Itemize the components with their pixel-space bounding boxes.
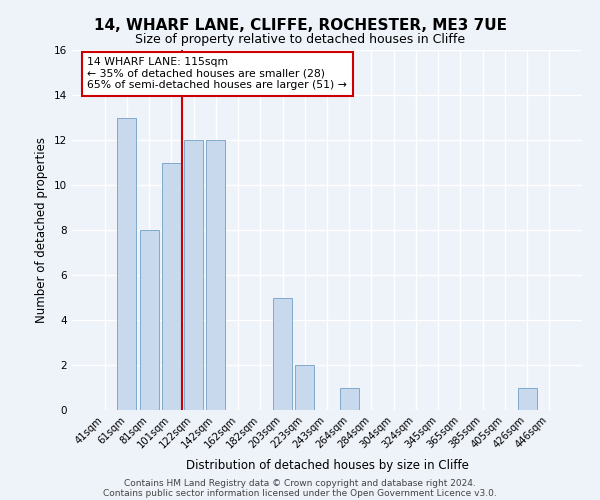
Bar (295, 365, 314, 410)
Bar (273, 298, 292, 410)
Bar (518, 388, 536, 410)
Bar (206, 140, 225, 410)
Bar (184, 140, 203, 410)
X-axis label: Distribution of detached houses by size in Cliffe: Distribution of detached houses by size … (185, 459, 469, 472)
Bar (140, 230, 158, 410)
Text: Contains public sector information licensed under the Open Government Licence v3: Contains public sector information licen… (103, 488, 497, 498)
Text: Size of property relative to detached houses in Cliffe: Size of property relative to detached ho… (135, 32, 465, 46)
Bar (340, 388, 359, 410)
Text: 14, WHARF LANE, CLIFFE, ROCHESTER, ME3 7UE: 14, WHARF LANE, CLIFFE, ROCHESTER, ME3 7… (94, 18, 506, 32)
Y-axis label: Number of detached properties: Number of detached properties (35, 137, 49, 323)
Bar (162, 162, 181, 410)
Text: 14 WHARF LANE: 115sqm
← 35% of detached houses are smaller (28)
65% of semi-deta: 14 WHARF LANE: 115sqm ← 35% of detached … (88, 57, 347, 90)
Text: Contains HM Land Registry data © Crown copyright and database right 2024.: Contains HM Land Registry data © Crown c… (124, 478, 476, 488)
Bar (118, 118, 136, 410)
